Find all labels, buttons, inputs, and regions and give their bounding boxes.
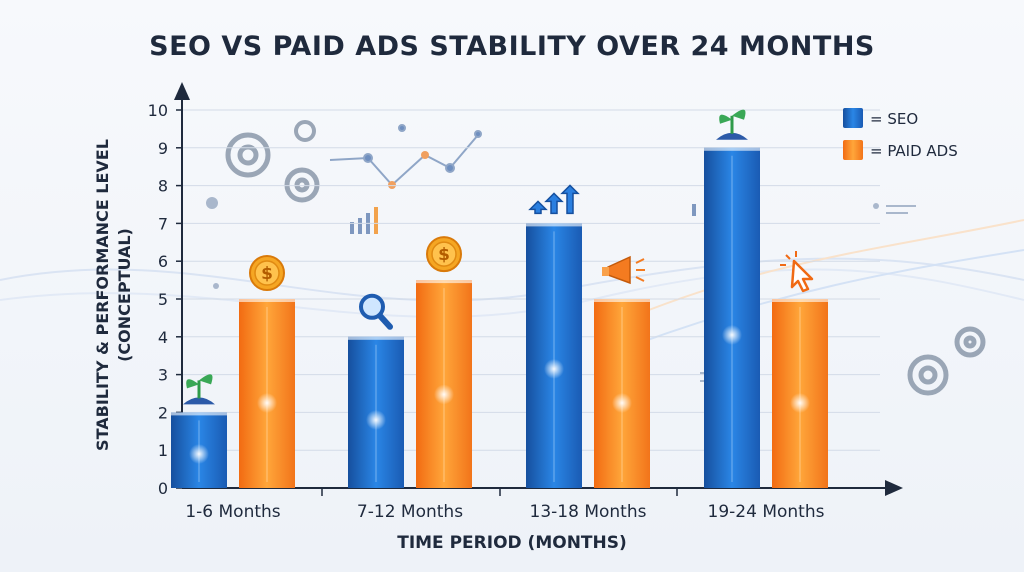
- svg-text:$: $: [261, 264, 273, 284]
- bar-sparkle: [257, 392, 277, 413]
- bar-top-highlight: [772, 299, 828, 302]
- y-tick-label: 9: [158, 139, 168, 158]
- legend-swatch-paid: [843, 140, 863, 160]
- paid-ads-bar: [416, 280, 472, 488]
- megaphone-icon: [602, 255, 645, 285]
- sprout-icon: [716, 109, 748, 140]
- y-tick-label: 7: [158, 214, 168, 233]
- magnifier-icon: [359, 293, 393, 330]
- gears-decoration: [225, 120, 320, 203]
- bars: [171, 147, 828, 489]
- bar-sparkle: [189, 443, 209, 464]
- line-graph-decoration: [329, 124, 482, 189]
- y-tick-label: 10: [148, 101, 168, 120]
- dollar-coin-icon: $: [426, 236, 462, 273]
- legend-swatch-seo: [843, 108, 863, 128]
- bar-sparkle: [544, 358, 564, 379]
- sprout-icon: [183, 374, 215, 405]
- y-tick-label: 8: [158, 177, 168, 196]
- x-category-label: 19-24 Months: [708, 502, 825, 522]
- y-tick-label: 6: [158, 252, 168, 271]
- y-tick-label: 4: [158, 328, 168, 347]
- cursor-click-icon: [780, 251, 814, 293]
- y-tick-label: 1: [158, 441, 168, 460]
- x-axis-title: TIME PERIOD (MONTHS): [397, 533, 627, 553]
- bar-top-highlight: [526, 223, 582, 227]
- y-axis-ticks: 0 1 2 3 4 5 6 7 8 9 10: [148, 101, 678, 498]
- y-axis-title: STABILITY & PERFORMANCE LEVEL (CONCEPTUA…: [93, 139, 134, 451]
- legend: = SEO = PAID ADS: [843, 108, 958, 160]
- bar-sparkle: [722, 324, 742, 345]
- bar-top-highlight: [348, 336, 404, 340]
- svg-text:$: $: [438, 245, 450, 265]
- gears-decoration-right: [907, 326, 986, 396]
- y-axis-title-line1: STABILITY & PERFORMANCE LEVEL: [93, 139, 112, 451]
- y-tick-label: 3: [158, 366, 168, 385]
- x-category-label: 7-12 Months: [357, 502, 463, 522]
- legend-label-paid: = PAID ADS: [870, 142, 958, 160]
- seo-bar: [704, 147, 760, 489]
- background-waves: [0, 219, 1024, 351]
- y-tick-label: 0: [158, 479, 168, 498]
- seo-bar: [526, 223, 582, 488]
- dollar-coin-icon: $: [249, 255, 285, 291]
- x-category-label: 1-6 Months: [185, 502, 280, 522]
- bar-top-highlight: [171, 412, 227, 416]
- bar-icons: $$: [183, 109, 814, 405]
- x-axis-labels: 1-6 Months 7-12 Months 13-18 Months 19-24 M…: [185, 502, 824, 522]
- arrows-up-icon: [528, 184, 580, 215]
- y-tick-label: 2: [158, 403, 168, 422]
- bar-top-highlight: [239, 299, 295, 302]
- bar-top-highlight: [594, 299, 650, 302]
- bar-top-highlight: [416, 280, 472, 284]
- y-tick-label: 5: [158, 290, 168, 309]
- y-axis-title-line2: (CONCEPTUAL): [115, 228, 134, 362]
- legend-label-seo: = SEO: [870, 110, 918, 128]
- chart-title: SEO VS PAID ADS STABILITY OVER 24 MONTHS: [149, 31, 875, 62]
- bar-sparkle: [612, 392, 632, 413]
- x-category-label: 13-18 Months: [530, 502, 647, 522]
- bar-top-highlight: [704, 147, 760, 151]
- bar-sparkle: [366, 409, 386, 430]
- bar-sparkle: [790, 392, 810, 413]
- bar-sparkle: [434, 384, 454, 405]
